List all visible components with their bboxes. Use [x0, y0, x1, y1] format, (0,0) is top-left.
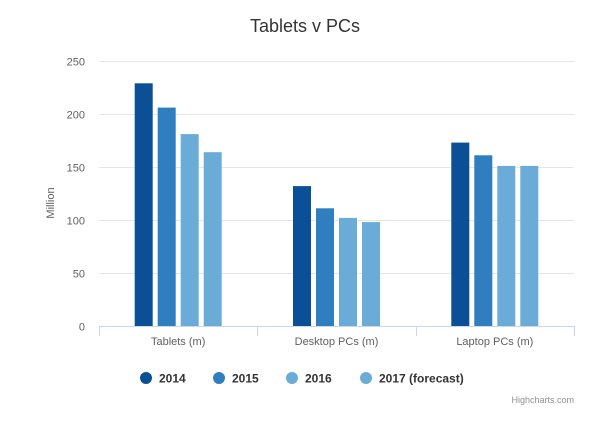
- y-tick-label: 250: [67, 57, 85, 69]
- legend[interactable]: 2014 2015 2016 2017 (forecast): [140, 372, 464, 386]
- y-tick-label: 100: [67, 216, 85, 228]
- bar[interactable]: [180, 134, 199, 326]
- bar[interactable]: [134, 83, 153, 326]
- bar[interactable]: [520, 165, 539, 326]
- bar[interactable]: [157, 107, 176, 326]
- x-axis: Tablets (m) Desktop PCs (m) Laptop PCs (m): [99, 326, 575, 348]
- legend-label: 2015: [232, 372, 259, 386]
- legend-label: 2017 (forecast): [379, 372, 464, 386]
- x-tick-label: Tablets (m): [151, 336, 205, 348]
- bar[interactable]: [362, 222, 380, 326]
- bar[interactable]: [339, 217, 357, 326]
- bar[interactable]: [293, 186, 311, 326]
- y-axis-label: Million: [45, 187, 57, 218]
- legend-marker: [286, 372, 298, 384]
- chart-title: Tablets v PCs: [250, 16, 360, 36]
- legend-item[interactable]: 2015: [213, 372, 259, 386]
- grid-lines: [99, 61, 574, 274]
- y-tick-labels: 0 50 100 150 200 250: [67, 57, 85, 334]
- credits-link[interactable]: Highcharts.com: [511, 395, 574, 405]
- legend-item[interactable]: 2014: [140, 372, 186, 386]
- legend-label: 2016: [305, 372, 332, 386]
- legend-item[interactable]: 2016: [286, 372, 332, 386]
- bar[interactable]: [451, 142, 470, 326]
- x-tick-label: Desktop PCs (m): [295, 336, 379, 348]
- legend-marker: [360, 372, 372, 384]
- bar[interactable]: [497, 165, 516, 326]
- legend-label: 2014: [159, 372, 186, 386]
- bar[interactable]: [316, 208, 334, 326]
- y-tick-label: 50: [73, 269, 85, 281]
- bars: [134, 83, 539, 326]
- y-tick-label: 200: [67, 110, 85, 122]
- legend-marker: [213, 372, 225, 384]
- y-tick-label: 150: [67, 163, 85, 175]
- bar[interactable]: [203, 152, 222, 326]
- legend-marker: [140, 372, 152, 384]
- x-tick-label: Laptop PCs (m): [456, 336, 533, 348]
- y-tick-label: 0: [79, 322, 85, 334]
- bar[interactable]: [474, 155, 493, 326]
- legend-item[interactable]: 2017 (forecast): [360, 372, 464, 386]
